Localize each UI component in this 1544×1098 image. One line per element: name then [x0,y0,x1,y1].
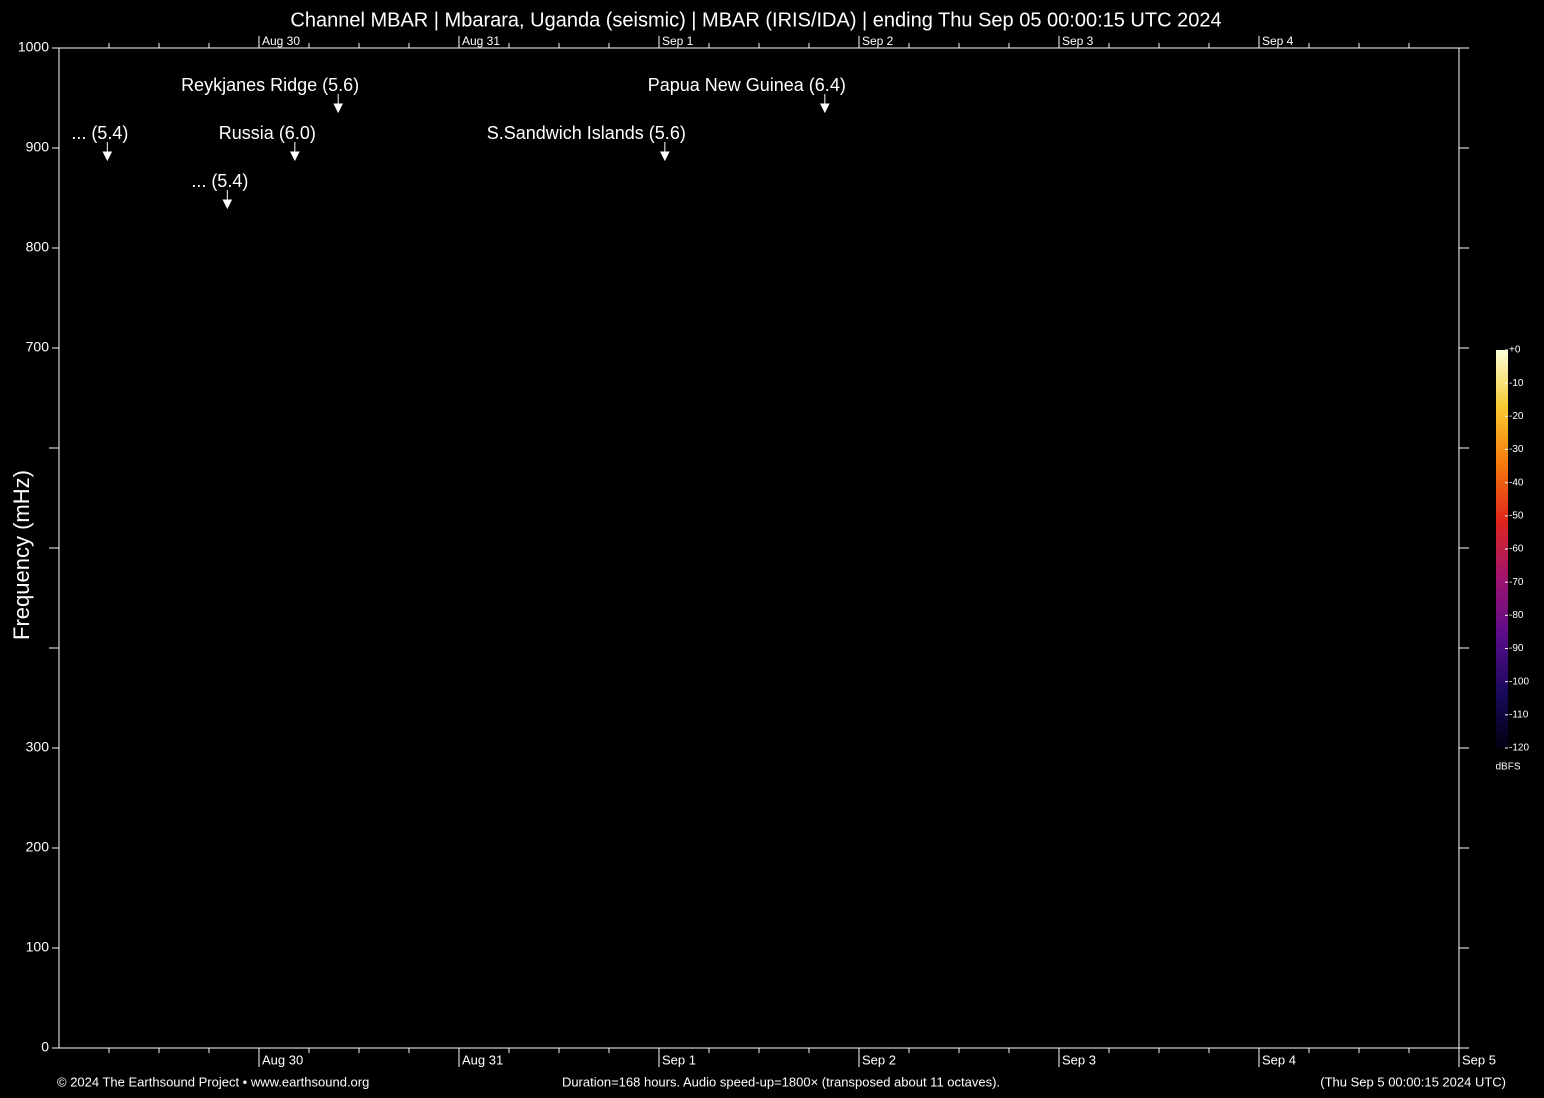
colorbar-tick-label: -70 [1509,577,1524,588]
colorbar-tick-label: -110 [1509,709,1529,720]
y-tick-label: 300 [26,739,50,755]
colorbar-tick-label: -120 [1509,743,1529,754]
x-tick-label-top: Sep 2 [862,34,894,48]
colorbar-tick-label: -100 [1509,676,1529,687]
x-tick-label-top: Sep 4 [1262,34,1294,48]
event-arrow [102,142,113,162]
x-tick-label-top: Aug 30 [262,34,300,48]
colorbar-tick-label: -40 [1509,477,1524,488]
colorbar-tick-label: -80 [1509,610,1524,621]
event-arrow [290,142,300,162]
event-arrow [333,94,343,114]
chart-title: Channel MBAR | Mbarara, Uganda (seismic)… [290,9,1221,31]
x-tick-label: Sep 3 [1062,1052,1096,1067]
x-tick-label-top: Aug 31 [462,34,500,48]
colorbar-tick-label: -10 [1509,378,1524,389]
plot-area [59,48,1459,1048]
footer-right: (Thu Sep 5 00:00:15 2024 UTC) [1320,1074,1506,1089]
y-tick-label: 1000 [18,39,49,55]
x-tick-label: Sep 5 [1462,1052,1496,1067]
event-arrow [820,94,830,114]
x-tick-label: Aug 30 [262,1052,303,1067]
x-tick-label: Aug 31 [462,1052,503,1067]
event-label: S.Sandwich Islands (5.6) [487,123,686,143]
event-arrow [222,190,233,210]
event-arrow [660,142,670,162]
footer-center: Duration=168 hours. Audio speed-up=1800×… [562,1074,1000,1089]
event-label: Reykjanes Ridge (5.6) [181,75,359,95]
footer-left: © 2024 The Earthsound Project • www.eart… [57,1074,369,1089]
event-label: ... (5.4) [71,123,128,143]
y-tick-label: 700 [26,339,50,355]
x-tick-label-top: Sep 3 [1062,34,1094,48]
event-label: ... (5.4) [191,171,248,191]
y-tick-label: 200 [26,839,50,855]
colorbar-tick-label: -50 [1509,510,1524,521]
colorbar-tick-label: +0 [1509,345,1521,356]
y-tick-label: 800 [26,239,50,255]
event-label: Russia (6.0) [219,123,316,143]
y-tick-label: 900 [26,139,50,155]
y-tick-label: 100 [26,939,50,955]
y-tick-label: 0 [41,1039,49,1055]
colorbar-tick-label: -30 [1509,444,1524,455]
event-label: Papua New Guinea (6.4) [648,75,846,95]
x-tick-label: Sep 4 [1262,1052,1296,1067]
colorbar-tick-label: -60 [1509,544,1524,555]
colorbar-tick-label: -90 [1509,643,1524,654]
x-tick-label: Sep 2 [862,1052,896,1067]
colorbar-tick-label: -20 [1509,411,1524,422]
y-axis-label: Frequency (mHz) [9,470,34,640]
x-tick-label-top: Sep 1 [662,34,694,48]
colorbar-label: dBFS [1495,762,1520,773]
x-tick-label: Sep 1 [662,1052,696,1067]
